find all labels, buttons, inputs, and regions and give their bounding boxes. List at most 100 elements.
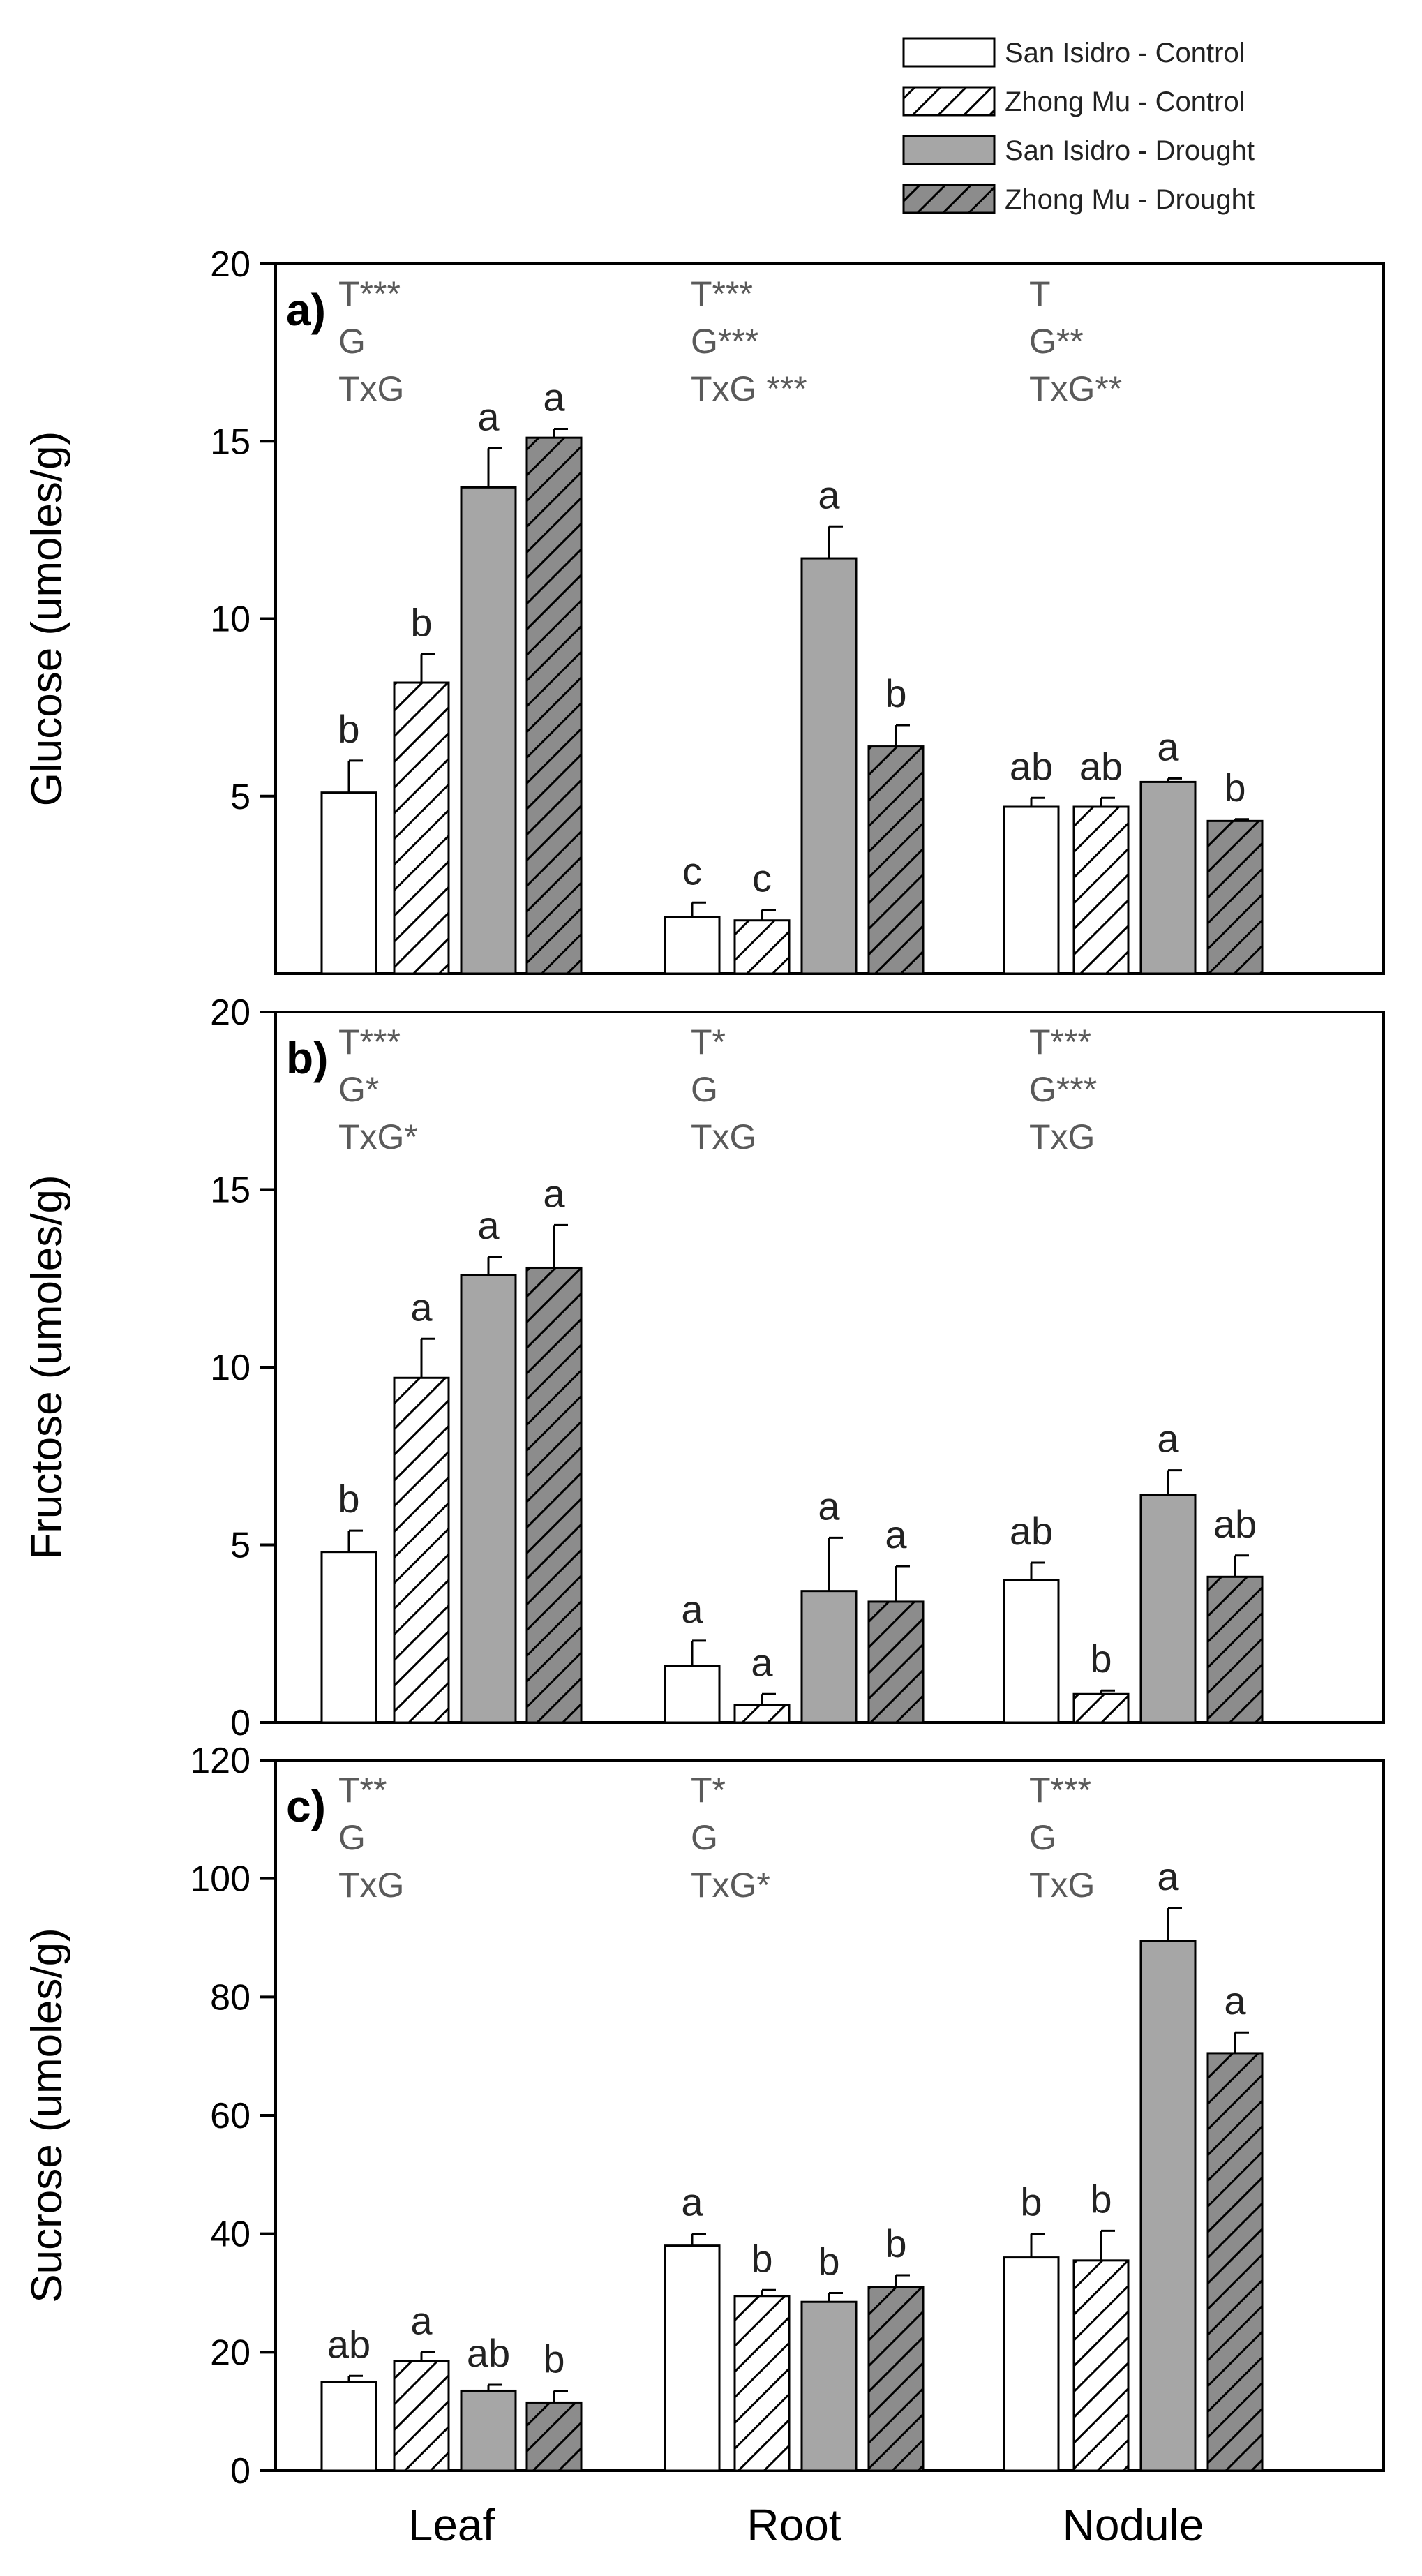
significance-text: T*** xyxy=(1029,1771,1091,1810)
significance-letter: a xyxy=(885,1512,907,1556)
y-tick-label: 0 xyxy=(230,2451,250,2492)
bar xyxy=(664,1665,721,1724)
bar xyxy=(393,2360,450,2472)
significance-letter: a xyxy=(818,472,840,516)
bar xyxy=(800,1590,858,1724)
bar xyxy=(1072,2259,1130,2472)
significance-text: G xyxy=(338,322,366,361)
y-tick-label: 20 xyxy=(210,2332,250,2373)
significance-text: G xyxy=(691,1070,718,1109)
legend-label-3: San Isidro - Drought xyxy=(1005,135,1255,166)
y-tick-label: 0 xyxy=(230,1703,250,1743)
significance-text: T*** xyxy=(691,274,753,313)
significance-letter: a xyxy=(410,2298,433,2342)
significance-text: G xyxy=(691,1818,718,1857)
significance-letter: b xyxy=(1224,766,1245,810)
legend-label-4: Zhong Mu - Drought xyxy=(1005,184,1255,215)
bar xyxy=(867,1600,925,1724)
bar xyxy=(733,2295,791,2472)
y-tick-label: 10 xyxy=(210,1348,250,1388)
legend-label-1: San Isidro - Control xyxy=(1005,38,1245,68)
significance-letter: a xyxy=(1224,1979,1246,2023)
bar xyxy=(664,916,721,975)
y-tick-label: 80 xyxy=(210,1977,250,2018)
significance-letter: a xyxy=(410,1285,433,1329)
significance-text: TxG* xyxy=(338,1117,418,1156)
bar xyxy=(867,745,925,975)
bar xyxy=(664,2244,721,2472)
significance-text: TxG xyxy=(1029,1866,1095,1905)
legend-swatch-4 xyxy=(902,184,996,214)
bar xyxy=(1072,1692,1130,1724)
significance-letter: b xyxy=(751,2236,772,2280)
bar xyxy=(733,919,791,975)
y-tick-label: 15 xyxy=(210,1170,250,1211)
bar xyxy=(393,681,450,975)
significance-text: G*** xyxy=(691,322,758,361)
significance-text: TxG xyxy=(338,369,404,408)
bar xyxy=(1139,1940,1197,2472)
bar xyxy=(1003,1579,1060,1724)
significance-text: T** xyxy=(338,1771,387,1810)
bar xyxy=(525,436,583,975)
y-tick-label: 10 xyxy=(210,600,250,640)
significance-letter: a xyxy=(681,1587,703,1631)
significance-text: T* xyxy=(691,1771,726,1810)
significance-letter: b xyxy=(1020,2180,1042,2224)
panel-label: b) xyxy=(286,1033,328,1083)
significance-text: TxG xyxy=(1029,1117,1095,1156)
bar xyxy=(1003,805,1060,975)
significance-text: TxG xyxy=(691,1117,756,1156)
x-axis-category-labels: Leaf Root Nodule xyxy=(408,2500,1204,2550)
significance-letter: c xyxy=(682,849,702,893)
bar xyxy=(320,1551,377,1724)
legend-swatch-1 xyxy=(902,37,996,68)
significance-text: TxG* xyxy=(691,1866,770,1905)
y-tick-label: 5 xyxy=(230,1526,250,1566)
significance-text: G xyxy=(338,1818,366,1857)
significance-text: TxG xyxy=(338,1866,404,1905)
bar xyxy=(1206,1575,1264,1724)
significance-text: T*** xyxy=(338,274,401,313)
bar xyxy=(800,2300,858,2472)
significance-letter: a xyxy=(681,2180,703,2224)
significance-text: T*** xyxy=(338,1022,401,1062)
significance-letter: b xyxy=(885,671,906,715)
y-tick-label: 60 xyxy=(210,2096,250,2136)
y-tick-label: 40 xyxy=(210,2214,250,2255)
significance-letter: ab xyxy=(1213,1502,1257,1546)
significance-letter: b xyxy=(338,707,359,751)
significance-letter: b xyxy=(1090,1637,1112,1681)
y-tick-label: 100 xyxy=(190,1859,250,1900)
legend-swatch-3 xyxy=(902,135,996,165)
panel-label: a) xyxy=(286,285,326,335)
significance-text: G*** xyxy=(1029,1070,1097,1109)
significance-letter: a xyxy=(543,375,565,419)
panels: 5 10 15 20 Glucose (umoles/g) a) T*** G TxG T*** G… xyxy=(23,244,1385,2492)
significance-letter: a xyxy=(1157,724,1179,768)
significance-letter: a xyxy=(1157,1417,1179,1461)
significance-letter: a xyxy=(543,1171,565,1215)
bar xyxy=(460,1274,517,1724)
significance-letter: b xyxy=(410,600,432,644)
significance-letter: b xyxy=(885,2221,906,2265)
bar xyxy=(320,2381,377,2472)
y-tick-label: 15 xyxy=(210,422,250,462)
bar xyxy=(1072,805,1130,975)
significance-letter: a xyxy=(477,1203,500,1247)
bar xyxy=(1206,2052,1264,2472)
bar xyxy=(1139,1494,1197,1724)
significance-text: T* xyxy=(691,1022,726,1062)
significance-letter: ab xyxy=(1010,1509,1053,1553)
y-axis-label: Glucose (umoles/g) xyxy=(23,431,71,807)
significance-letter: b xyxy=(1090,2177,1112,2221)
legend-label-2: Zhong Mu - Control xyxy=(1005,87,1245,117)
y-axis-label: Fructose (umoles/g) xyxy=(23,1175,71,1559)
significance-letter: b xyxy=(338,1477,359,1521)
bar xyxy=(800,557,858,975)
significance-text: TxG** xyxy=(1029,369,1122,408)
bar xyxy=(1206,819,1264,975)
